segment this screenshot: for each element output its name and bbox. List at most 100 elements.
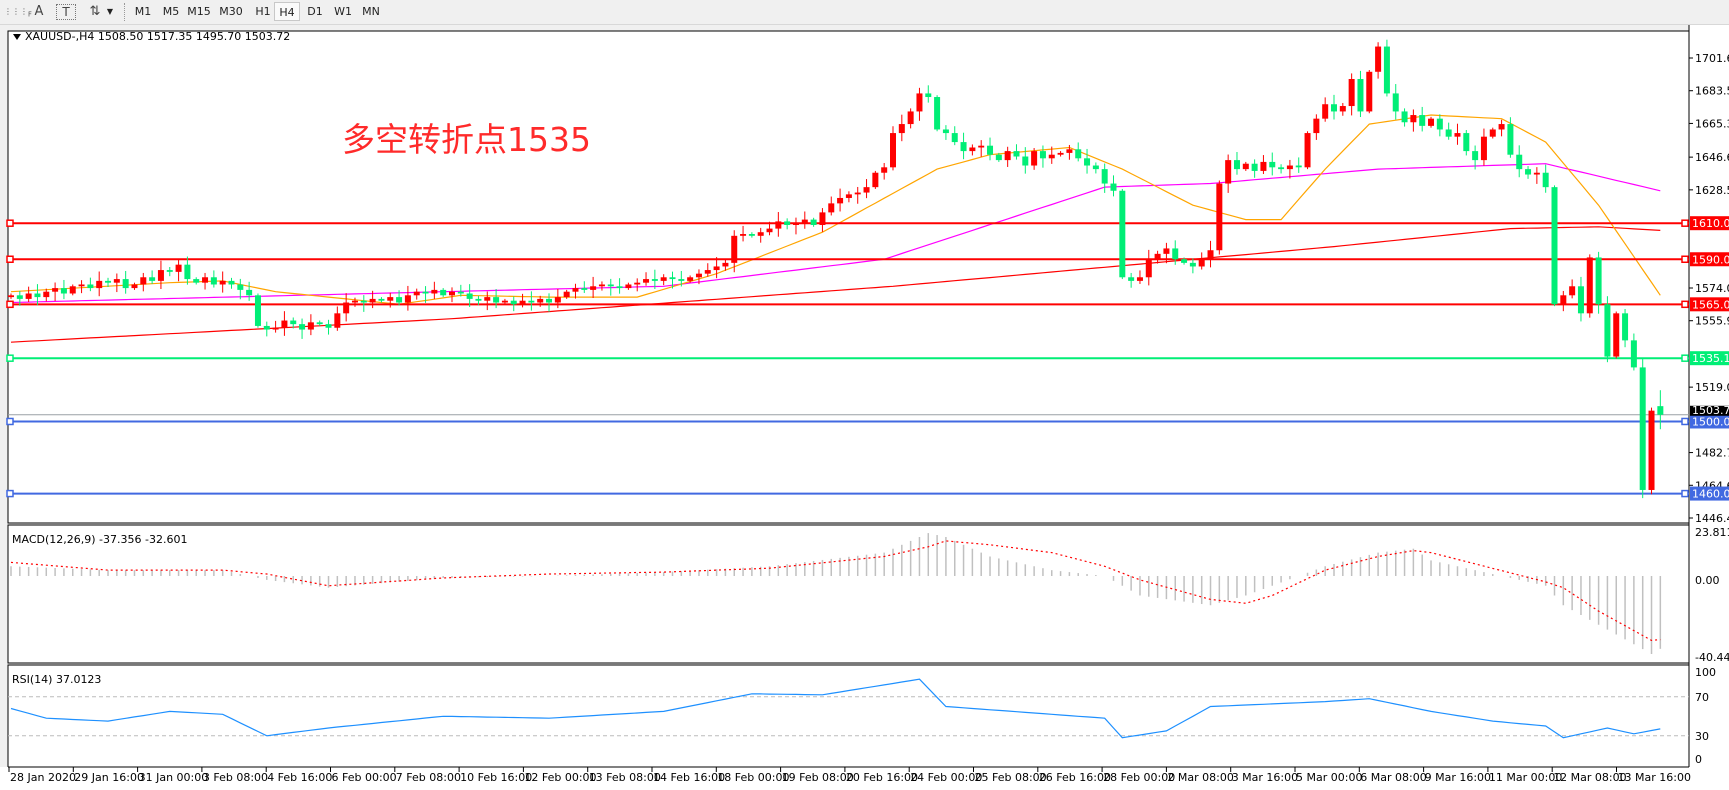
- candle-body: [1595, 257, 1602, 305]
- candle-body: [1013, 151, 1020, 157]
- timeframe-h1-button[interactable]: H1: [255, 5, 271, 18]
- price-axis-label: 1646.65: [1695, 151, 1729, 164]
- candle-body: [34, 293, 41, 298]
- timeframe-m1-button[interactable]: M1: [134, 5, 152, 18]
- candle-body: [1357, 78, 1364, 112]
- time-axis-label: 31 Jan 00:00: [139, 771, 209, 784]
- level-handle[interactable]: [1681, 255, 1689, 263]
- candle-body: [105, 280, 112, 283]
- candle-body: [713, 266, 720, 271]
- level-handle[interactable]: [6, 300, 14, 309]
- candle-body: [1401, 111, 1408, 123]
- price-tag-label: 1500.00: [1692, 415, 1729, 428]
- price-tag: [1690, 252, 1729, 267]
- timeframe-mn-button[interactable]: MN: [362, 5, 380, 18]
- time-axis-label: 12 Feb 00:00: [524, 771, 596, 784]
- price-axis-label: 1665.35: [1695, 117, 1729, 130]
- time-axis-label: 25 Feb 08:00: [975, 771, 1047, 784]
- candle-body: [863, 187, 870, 193]
- candle-body: [845, 194, 852, 198]
- macd-signal-line: [10, 540, 1661, 642]
- chart-menu-triangle-icon[interactable]: [13, 34, 21, 40]
- candle-body: [1075, 149, 1082, 159]
- period-separator-icon[interactable]: ⋮⋮⋮F: [4, 7, 32, 19]
- candle-body: [1383, 46, 1390, 94]
- candle-body: [140, 277, 147, 285]
- time-axis-label: 28 Jan 2020: [10, 771, 76, 784]
- candle-body: [784, 221, 791, 226]
- price-tag: [1690, 414, 1729, 429]
- candle-body: [687, 277, 694, 281]
- timeframe-m30-button[interactable]: M30: [219, 5, 243, 18]
- time-axis-label: 7 Feb 08:00: [396, 771, 461, 784]
- time-axis-label: 26 Feb 16:00: [1039, 771, 1111, 784]
- time-axis-label: 6 Feb 00:00: [332, 771, 397, 784]
- candle-body: [360, 300, 367, 303]
- candle-body: [881, 167, 888, 173]
- rsi-line: [10, 678, 1661, 739]
- candle-body: [237, 284, 244, 290]
- candle-body: [581, 288, 588, 290]
- candle-body: [475, 298, 482, 301]
- candle-body: [872, 172, 879, 188]
- time-axis-label: 9 Mar 16:00: [1425, 771, 1491, 784]
- level-handle[interactable]: [6, 489, 14, 498]
- candle-body: [307, 322, 314, 330]
- timeframe-m15-button[interactable]: M15: [187, 5, 211, 18]
- candle-body: [69, 286, 76, 294]
- candle-body: [1410, 115, 1417, 123]
- level-handle[interactable]: [6, 354, 14, 362]
- candle-body: [1304, 133, 1311, 168]
- candle-body: [1163, 248, 1170, 254]
- candle-body: [1057, 152, 1064, 155]
- level-handle[interactable]: [1681, 417, 1689, 426]
- price-axis-label: 1683.50: [1695, 85, 1729, 98]
- text-label-tool-icon[interactable]: T: [56, 4, 76, 20]
- candle-body: [1198, 259, 1205, 267]
- timeframe-m5-button[interactable]: M5: [162, 5, 180, 18]
- candle-body: [643, 279, 650, 283]
- candle-body: [748, 234, 755, 236]
- level-handle[interactable]: [6, 255, 14, 263]
- level-handle[interactable]: [1681, 219, 1689, 227]
- candle-body: [987, 145, 994, 155]
- candle-body: [131, 284, 138, 289]
- price-tag-label: 1535.11: [1692, 352, 1729, 365]
- candle-body: [263, 325, 270, 330]
- candle-body: [1639, 367, 1646, 490]
- timeframe-h4-button[interactable]: H4: [274, 2, 300, 21]
- candle-body: [431, 289, 438, 294]
- candle-body: [1207, 250, 1214, 260]
- candle-body: [1375, 46, 1382, 72]
- level-handle[interactable]: [1681, 489, 1689, 498]
- level-handle[interactable]: [1681, 300, 1689, 309]
- level-handle[interactable]: [1681, 354, 1689, 362]
- candle-body: [60, 288, 67, 294]
- price-tag-label: 1610.00: [1692, 217, 1729, 230]
- candle-body: [572, 288, 579, 292]
- rsi-axis-label: 100: [1695, 666, 1716, 679]
- candle-body: [1286, 165, 1293, 170]
- candle-body: [1233, 160, 1240, 170]
- timeframe-d1-button[interactable]: D1: [307, 5, 323, 18]
- candle-body: [1039, 151, 1046, 159]
- level-handle[interactable]: [6, 417, 14, 426]
- macd-axis-label: 0.00: [1695, 574, 1720, 587]
- price-tag: [1690, 216, 1729, 231]
- level-handle[interactable]: [6, 219, 14, 227]
- candle-body: [1048, 154, 1055, 159]
- candle-body: [1189, 262, 1196, 267]
- arrows-tool-icon[interactable]: ⇅: [89, 4, 101, 19]
- candle-body: [616, 286, 623, 289]
- candle-body: [1648, 410, 1655, 490]
- candle-body: [828, 203, 835, 213]
- timeframe-w1-button[interactable]: W1: [334, 5, 352, 18]
- candle-body: [1269, 161, 1276, 168]
- chevron-down-icon[interactable]: ▼: [106, 7, 114, 16]
- candle-body: [590, 286, 597, 290]
- candle-body: [1084, 158, 1091, 166]
- time-axis-label: 18 Feb 00:00: [717, 771, 789, 784]
- text-tool-icon[interactable]: A: [34, 4, 44, 19]
- candle-body: [554, 297, 561, 303]
